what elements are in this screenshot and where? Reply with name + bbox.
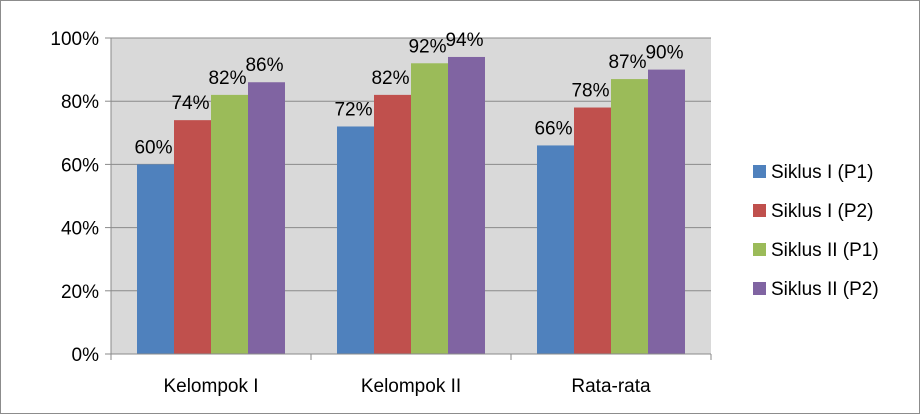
y-tick-label: 20% bbox=[61, 282, 99, 303]
data-label: 74% bbox=[171, 93, 209, 114]
axes: 0% 20% 40% 60% 80% 100% Kelompok I Kelompok II R… bbox=[50, 29, 712, 397]
x-tick-label: Rata-rata bbox=[571, 376, 651, 397]
data-label: 94% bbox=[445, 30, 483, 51]
data-label: 87% bbox=[608, 52, 646, 73]
data-label: 82% bbox=[208, 68, 246, 89]
bar bbox=[611, 79, 648, 354]
data-label: 86% bbox=[245, 55, 283, 76]
bar bbox=[574, 107, 611, 355]
x-tick-label: Kelompok II bbox=[361, 376, 461, 397]
legend: Siklus I (P1) Siklus I (P2) Siklus II (P1)… bbox=[753, 162, 879, 300]
legend-label: Siklus II (P2) bbox=[771, 279, 879, 300]
legend-swatch bbox=[753, 243, 766, 256]
bar bbox=[174, 120, 211, 354]
bars bbox=[137, 56, 685, 355]
data-label: 78% bbox=[571, 81, 609, 102]
bar bbox=[248, 82, 285, 355]
legend-label: Siklus II (P1) bbox=[771, 240, 879, 261]
x-tick-label: Kelompok I bbox=[163, 376, 258, 397]
bar bbox=[648, 69, 685, 354]
data-label: 82% bbox=[371, 68, 409, 89]
bar bbox=[537, 145, 574, 354]
legend-label: Siklus I (P1) bbox=[771, 162, 873, 183]
legend-label: Siklus I (P2) bbox=[771, 201, 873, 222]
data-label: 66% bbox=[534, 118, 572, 139]
bar bbox=[337, 126, 374, 354]
bar bbox=[448, 56, 485, 355]
bar bbox=[137, 164, 174, 354]
y-tick-label: 40% bbox=[61, 219, 99, 240]
legend-swatch bbox=[753, 165, 766, 178]
y-tick-label: 60% bbox=[61, 155, 99, 176]
data-label: 72% bbox=[334, 99, 372, 120]
data-labels: 60%74%82%86%72%82%92%94%66%78%87%90% bbox=[134, 30, 683, 158]
bar bbox=[374, 94, 411, 354]
bar bbox=[411, 63, 448, 354]
bar bbox=[211, 94, 248, 354]
data-label: 60% bbox=[134, 137, 172, 158]
data-label: 90% bbox=[645, 43, 683, 64]
y-tick-label: 100% bbox=[50, 29, 99, 50]
data-label: 92% bbox=[408, 36, 446, 57]
legend-swatch bbox=[753, 204, 766, 217]
legend-swatch bbox=[753, 282, 766, 295]
y-tick-label: 80% bbox=[61, 92, 99, 113]
y-tick-label: 0% bbox=[72, 345, 100, 366]
